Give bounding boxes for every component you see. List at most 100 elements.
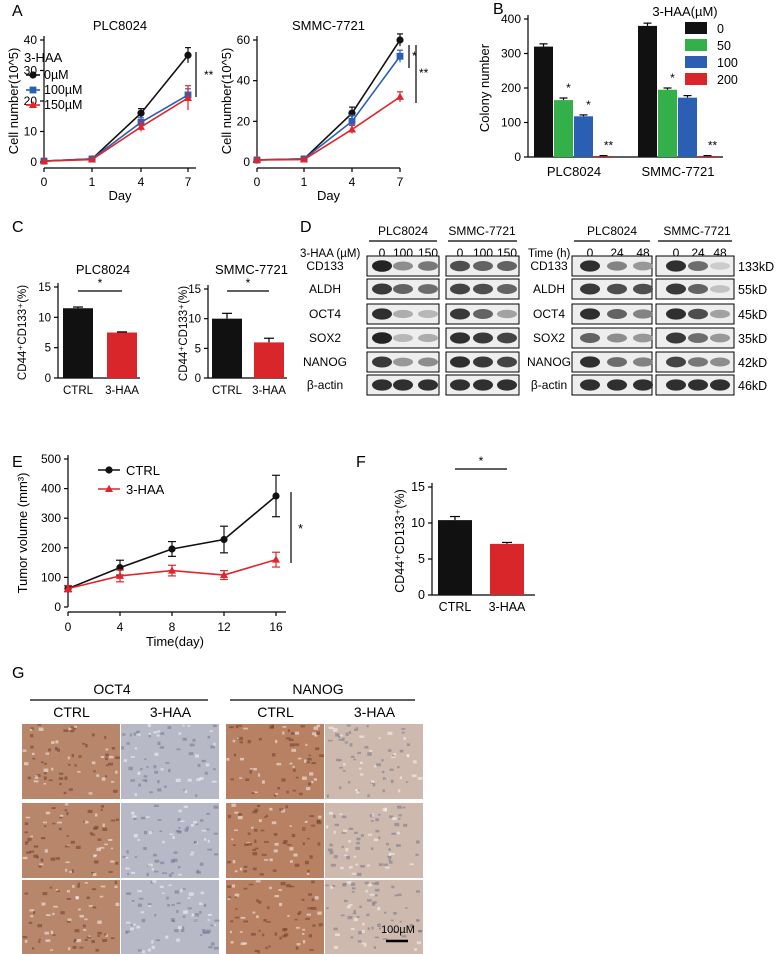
y-tick-label: 0 xyxy=(45,373,51,385)
tissue-texture xyxy=(301,829,306,831)
band-sox2-lane-1 xyxy=(473,332,493,344)
tissue-texture xyxy=(353,909,356,913)
tissue-texture xyxy=(32,947,35,950)
tissue-texture xyxy=(128,766,133,771)
tissue-texture xyxy=(333,855,338,859)
tissue-texture xyxy=(214,919,220,922)
tissue-texture xyxy=(83,929,87,931)
tissue-texture xyxy=(211,780,217,783)
band-sox2-lane-0 xyxy=(450,332,470,344)
tissue-texture xyxy=(286,884,291,888)
tissue-texture xyxy=(369,749,373,752)
tissue-texture xyxy=(227,898,231,900)
tissue-texture xyxy=(234,893,240,897)
tissue-texture xyxy=(382,777,387,780)
tissue-texture xyxy=(184,789,188,793)
tissue-texture xyxy=(88,935,91,938)
tissue-texture xyxy=(233,753,236,757)
band-sox2-lane-0 xyxy=(372,332,392,344)
data-point-series-2 xyxy=(253,155,261,163)
tissue-texture xyxy=(352,912,357,915)
protein-label-cd133: CD133 xyxy=(306,259,344,273)
tissue-texture xyxy=(311,780,314,784)
tissue-texture xyxy=(96,847,101,852)
data-point-series-1 xyxy=(220,570,228,579)
tissue-texture xyxy=(252,852,258,856)
tissue-texture xyxy=(170,918,175,922)
chart-title: PLC8024 xyxy=(76,262,130,277)
tissue-texture xyxy=(190,851,195,854)
condition-label: CTRL xyxy=(53,704,90,720)
tissue-texture xyxy=(289,885,295,888)
tissue-texture xyxy=(197,763,201,767)
tissue-texture xyxy=(58,777,64,780)
tissue-texture xyxy=(257,900,262,904)
tissue-texture xyxy=(178,873,182,876)
tissue-texture xyxy=(289,762,293,765)
tissue-texture xyxy=(340,734,343,737)
tissue-texture xyxy=(154,870,159,873)
protein-label-oct4: OCT4 xyxy=(533,307,565,321)
tissue-texture xyxy=(162,872,167,874)
tissue-texture xyxy=(381,770,385,774)
tissue-texture xyxy=(394,822,400,827)
tissue-texture xyxy=(136,730,140,733)
tissue-texture xyxy=(415,919,419,922)
tissue-texture xyxy=(171,904,175,906)
tissue-texture xyxy=(279,808,284,811)
tissue-texture xyxy=(411,774,417,778)
tissue-texture xyxy=(399,920,402,923)
tissue-texture xyxy=(104,735,107,740)
tissue-texture xyxy=(147,724,152,727)
tissue-texture xyxy=(68,947,71,951)
x-tick-label: 0 xyxy=(65,620,72,634)
x-tick-label: 1 xyxy=(89,175,96,189)
tissue-texture xyxy=(325,825,329,829)
tissue-texture xyxy=(239,931,243,933)
tissue-texture xyxy=(206,812,210,815)
tissue-texture xyxy=(377,923,381,927)
bar-SMMC-7721-200 xyxy=(698,155,717,157)
tissue-texture xyxy=(265,814,269,818)
tissue-texture xyxy=(294,743,300,746)
tissue-texture xyxy=(148,732,151,735)
band-nanog-lane-0 xyxy=(372,356,392,368)
x-axis-label: Day xyxy=(108,188,132,203)
band-β-actin-lane-2 xyxy=(418,379,438,391)
y-tick-label: 5 xyxy=(45,343,51,355)
tissue-texture xyxy=(104,775,108,778)
tissue-texture xyxy=(130,779,136,782)
tissue-texture xyxy=(82,743,86,745)
tissue-texture xyxy=(142,779,147,782)
band-nanog-lane-2 xyxy=(418,357,438,367)
x-tick-label: CTRL xyxy=(63,385,94,397)
tissue-texture xyxy=(240,942,246,946)
tissue-texture xyxy=(300,725,305,728)
band-aldh-lane-1 xyxy=(473,283,493,295)
tissue-texture xyxy=(377,907,381,911)
tissue-texture xyxy=(45,939,51,942)
tissue-texture xyxy=(249,770,253,774)
tissue-texture xyxy=(367,794,370,798)
tissue-texture xyxy=(177,818,181,822)
tissue-texture xyxy=(342,770,346,772)
tissue-texture xyxy=(388,852,391,856)
tissue-texture xyxy=(317,911,322,915)
bar-PLC8024-100 xyxy=(574,116,593,157)
tissue-texture xyxy=(372,782,376,787)
tissue-texture xyxy=(354,831,358,834)
tissue-texture xyxy=(307,757,312,761)
tissue-texture xyxy=(360,864,365,868)
tissue-texture xyxy=(314,734,318,737)
tissue-texture xyxy=(160,732,165,735)
legend-label-2: 100 xyxy=(717,56,738,70)
tissue-texture xyxy=(393,931,398,933)
tissue-texture xyxy=(351,890,355,893)
tissue-texture xyxy=(173,851,178,854)
band-nanog-lane-1 xyxy=(607,357,627,367)
tissue-texture xyxy=(137,903,142,907)
tissue-texture xyxy=(143,847,147,851)
tissue-texture xyxy=(275,793,279,795)
tissue-texture xyxy=(327,739,333,742)
tissue-texture xyxy=(307,907,313,910)
